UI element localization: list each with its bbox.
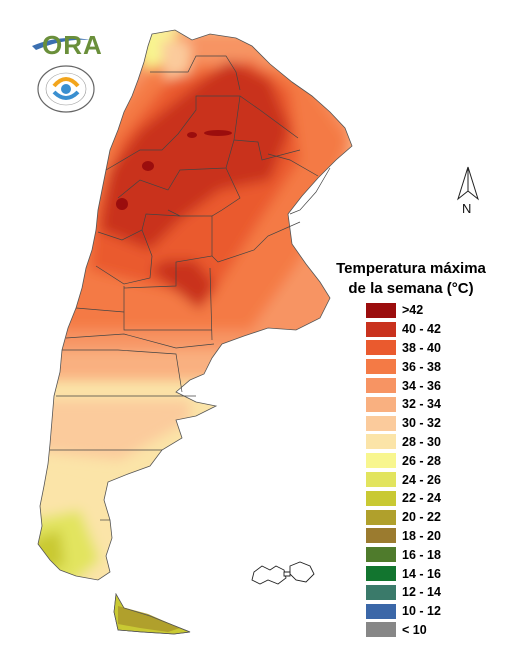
legend-swatch — [366, 359, 396, 375]
legend-swatch — [366, 490, 396, 506]
legend-swatch — [366, 566, 396, 582]
legend-swatch — [366, 396, 396, 412]
legend-label: 32 - 34 — [402, 397, 441, 412]
legend-label: 28 - 30 — [402, 434, 441, 449]
legend-label: 18 - 20 — [402, 528, 441, 543]
legend-swatch — [366, 472, 396, 488]
legend-label: 24 - 26 — [402, 472, 441, 487]
legend-item: 18 - 20 — [366, 527, 441, 546]
legend-item: 12 - 14 — [366, 583, 441, 602]
legend: >42 40 - 42 38 - 40 36 - 38 34 - 36 32 - 34 30… — [366, 301, 441, 639]
hotspots-above-42 — [116, 130, 232, 210]
legend-swatch — [366, 434, 396, 450]
legend-label: 22 - 24 — [402, 491, 441, 506]
legend-swatch — [366, 622, 396, 638]
legend-label: 14 - 16 — [402, 566, 441, 581]
smn-seal — [34, 64, 98, 114]
province-borders — [50, 55, 331, 521]
legend-swatch — [366, 509, 396, 525]
ora-logo: ORA — [30, 28, 103, 60]
legend-swatch — [366, 603, 396, 619]
legend-item: 26 - 28 — [366, 451, 441, 470]
ora-logo-text: ORA — [42, 30, 103, 60]
legend-item: >42 — [366, 301, 441, 320]
legend-item: 22 - 24 — [366, 489, 441, 508]
legend-swatch — [366, 415, 396, 431]
country-outline — [37, 29, 353, 581]
legend-title: Temperatura máxima de la semana (°C) — [326, 259, 496, 299]
north-label: N — [462, 201, 472, 216]
malvinas-islands — [251, 561, 315, 585]
legend-item: 24 - 26 — [366, 470, 441, 489]
legend-item: 30 - 32 — [366, 414, 441, 433]
legend-item: 20 - 22 — [366, 508, 441, 527]
legend-label: 40 - 42 — [402, 322, 441, 337]
legend-item: < 10 — [366, 621, 441, 640]
legend-swatch — [366, 584, 396, 600]
legend-label: 30 - 32 — [402, 416, 441, 431]
legend-label: 16 - 18 — [402, 547, 441, 562]
legend-label: 34 - 36 — [402, 378, 441, 393]
legend-item: 38 - 40 — [366, 339, 441, 358]
legend-label: < 10 — [402, 622, 427, 637]
legend-swatch — [366, 340, 396, 356]
legend-item: 34 - 36 — [366, 376, 441, 395]
legend-label: >42 — [402, 303, 424, 318]
legend-title-line2: de la semana (°C) — [348, 280, 474, 297]
legend-swatch — [366, 547, 396, 563]
legend-item: 36 - 38 — [366, 357, 441, 376]
legend-swatch — [366, 302, 396, 318]
legend-swatch — [366, 453, 396, 469]
legend-label: 20 - 22 — [402, 510, 441, 525]
legend-swatch — [366, 378, 396, 394]
north-arrow-icon — [457, 166, 479, 201]
legend-label: 26 - 28 — [402, 453, 441, 468]
legend-item: 28 - 30 — [366, 433, 441, 452]
legend-item: 32 - 34 — [366, 395, 441, 414]
legend-label: 12 - 14 — [402, 585, 441, 600]
legend-item: 40 - 42 — [366, 320, 441, 339]
legend-label: 10 - 12 — [402, 604, 441, 619]
legend-title-line1: Temperatura máxima — [336, 260, 486, 277]
legend-swatch — [366, 321, 396, 337]
tierra-del-fuego — [113, 592, 191, 635]
legend-swatch — [366, 528, 396, 544]
legend-item: 16 - 18 — [366, 545, 441, 564]
legend-item: 14 - 16 — [366, 564, 441, 583]
legend-label: 36 - 38 — [402, 359, 441, 374]
legend-label: 38 - 40 — [402, 340, 441, 355]
legend-item: 10 - 12 — [366, 602, 441, 621]
